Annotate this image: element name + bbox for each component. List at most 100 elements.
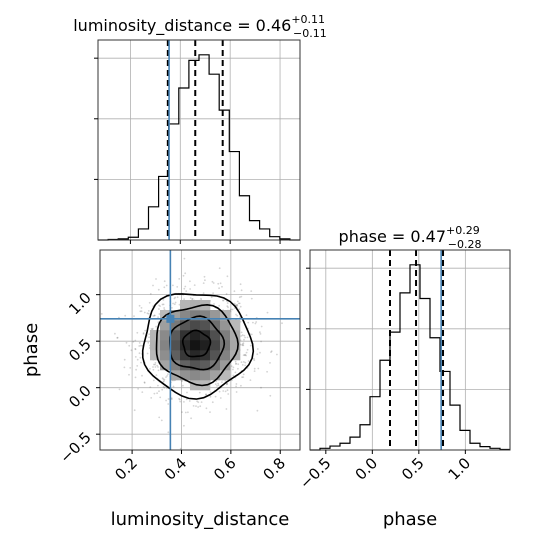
luminosity-distance-histogram-grid xyxy=(98,40,300,240)
sample-point xyxy=(157,321,160,323)
density-cell xyxy=(160,350,171,361)
sample-point xyxy=(243,334,246,337)
density-cell xyxy=(180,330,191,341)
contour-level-0 xyxy=(182,329,212,358)
sample-point xyxy=(203,275,206,278)
sample-point xyxy=(244,364,247,367)
sample-point xyxy=(226,383,229,385)
sample-point xyxy=(205,407,208,410)
sample-point xyxy=(252,321,254,324)
density-cell xyxy=(180,340,191,351)
sample-point xyxy=(183,298,186,300)
sample-point xyxy=(167,398,170,400)
sample-point xyxy=(152,368,155,371)
sample-point xyxy=(173,297,176,300)
contour-level-3 xyxy=(141,293,255,400)
joint-density-frame xyxy=(99,249,301,451)
sample-point xyxy=(165,284,168,287)
sample-point xyxy=(129,367,132,369)
sample-point xyxy=(253,359,256,362)
sample-point xyxy=(253,357,255,360)
sample-point xyxy=(190,417,193,420)
sample-point xyxy=(216,385,218,387)
phase-title-sub: −0.28 xyxy=(448,238,482,251)
sample-point xyxy=(179,447,182,450)
sample-point xyxy=(184,272,187,275)
sample-point xyxy=(147,341,150,344)
sample-point xyxy=(260,386,262,389)
sample-point xyxy=(240,361,243,364)
sample-point xyxy=(236,304,239,306)
sample-point xyxy=(134,356,137,358)
sample-point xyxy=(188,400,191,402)
phase-title: phase = 0.47+0.29 −0.28 xyxy=(339,224,482,251)
sample-point xyxy=(232,368,234,371)
sample-point xyxy=(158,304,161,307)
sample-point xyxy=(218,287,221,290)
sample-point xyxy=(161,377,164,380)
sample-point xyxy=(269,362,271,364)
sample-point xyxy=(227,306,229,309)
sample-point xyxy=(116,337,119,339)
phase-histogram-ticks: −0.5 0.0 0.5 1.0 xyxy=(296,267,474,493)
sample-point xyxy=(247,321,250,324)
density-cell xyxy=(190,300,201,311)
sample-point xyxy=(140,361,142,364)
sample-point xyxy=(140,307,143,309)
sample-point xyxy=(235,385,238,388)
sample-point xyxy=(241,344,244,347)
sample-point xyxy=(152,284,154,287)
sample-point xyxy=(204,279,206,282)
sample-point xyxy=(138,345,141,347)
x-tick-label-1: 0.4 xyxy=(161,454,191,484)
density-cell xyxy=(210,330,221,341)
sample-point xyxy=(241,376,244,379)
sample-point xyxy=(192,405,195,407)
sample-point xyxy=(118,388,121,391)
sample-point xyxy=(254,322,257,325)
sample-point xyxy=(162,381,165,383)
sample-point xyxy=(241,334,244,336)
density-cell xyxy=(160,360,171,371)
sample-point xyxy=(153,363,155,366)
density-cell xyxy=(220,320,231,331)
x-tick-label-0: 0.2 xyxy=(111,454,141,484)
sample-point xyxy=(243,354,246,357)
sample-point xyxy=(217,384,220,387)
sample-point xyxy=(256,353,259,356)
x-axis-label-luminosity-distance: luminosity_distance xyxy=(111,509,290,530)
sample-point xyxy=(238,296,241,299)
luminosity-distance-histogram-steps xyxy=(98,54,300,241)
luminosity-distance-title-sup: +0.11 xyxy=(291,13,325,26)
sample-point xyxy=(150,397,153,399)
sample-point xyxy=(256,348,259,350)
contour-level-2 xyxy=(155,303,239,387)
sample-point xyxy=(239,305,242,308)
phase-histogram-frame xyxy=(309,249,511,451)
phase-title-sup: +0.29 xyxy=(446,224,480,237)
sample-point xyxy=(143,381,146,384)
sample-point xyxy=(163,280,166,283)
density-cell xyxy=(150,340,161,351)
sample-point xyxy=(250,333,253,336)
density-cell xyxy=(170,310,181,321)
sample-point xyxy=(205,393,208,396)
sample-point xyxy=(219,397,222,399)
sample-point xyxy=(260,340,262,343)
sample-point xyxy=(235,304,237,306)
density-cell xyxy=(210,320,221,331)
sample-point xyxy=(189,288,192,290)
sample-point xyxy=(163,378,166,381)
sample-point xyxy=(224,380,227,382)
sample-point xyxy=(163,380,165,382)
sample-point xyxy=(250,297,253,300)
sample-point xyxy=(143,382,146,384)
y-tick-label-0: −0.5 xyxy=(56,428,94,466)
sample-point xyxy=(242,373,245,376)
joint-density-cells xyxy=(150,300,241,391)
density-cell xyxy=(170,320,181,331)
sample-point xyxy=(270,351,272,353)
sample-point xyxy=(132,340,135,343)
sample-point xyxy=(209,391,212,393)
sample-point xyxy=(281,322,283,325)
